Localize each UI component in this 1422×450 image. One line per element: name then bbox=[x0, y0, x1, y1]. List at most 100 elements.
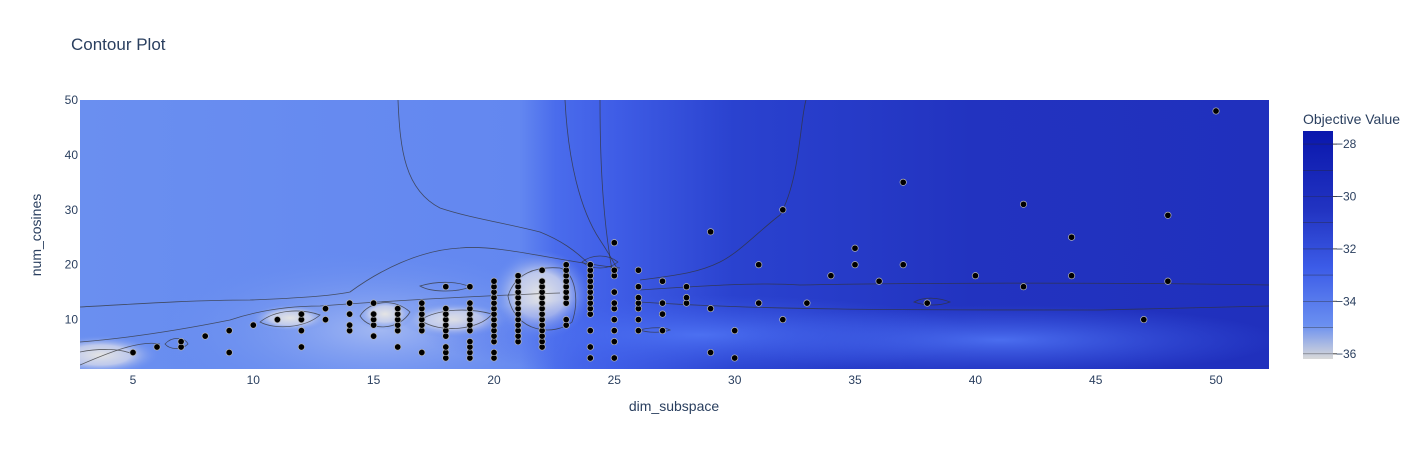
trial-point bbox=[346, 321, 354, 329]
trial-point bbox=[1164, 277, 1172, 285]
trial-point bbox=[827, 272, 835, 280]
contour-line bbox=[80, 349, 131, 354]
trial-point bbox=[971, 272, 979, 280]
contour-line bbox=[564, 100, 619, 271]
contour-line bbox=[259, 310, 321, 328]
trial-point bbox=[610, 354, 618, 362]
contour-line bbox=[599, 100, 613, 271]
x-axis-label: dim_subspace bbox=[629, 398, 719, 414]
trial-point bbox=[731, 354, 739, 362]
trial-point bbox=[586, 327, 594, 335]
trial-point bbox=[1068, 272, 1076, 280]
trial-point bbox=[658, 277, 667, 285]
x-tick-label: 35 bbox=[848, 373, 862, 387]
trial-point bbox=[682, 294, 691, 302]
y-tick-label: 10 bbox=[65, 313, 79, 327]
trial-point bbox=[899, 261, 907, 269]
x-tick-label: 50 bbox=[1209, 373, 1223, 387]
trial-point bbox=[755, 261, 763, 269]
y-tick-label: 30 bbox=[65, 203, 79, 217]
colorbar-tick-label: −36 bbox=[1336, 347, 1357, 361]
x-tick-label: 15 bbox=[367, 373, 381, 387]
trial-point bbox=[779, 316, 787, 324]
colorbar-level-lines bbox=[1303, 143, 1333, 355]
trial-point bbox=[658, 299, 667, 307]
trial-point bbox=[225, 348, 233, 357]
contour-line bbox=[639, 100, 807, 281]
trial-point bbox=[490, 277, 498, 285]
trial-point bbox=[1019, 283, 1028, 291]
plot-area bbox=[80, 100, 1269, 369]
trial-point bbox=[1068, 233, 1076, 241]
contour-line bbox=[639, 282, 1269, 291]
trial-point bbox=[562, 261, 570, 269]
trial-point bbox=[273, 316, 281, 324]
trial-point bbox=[466, 283, 474, 291]
trial-point bbox=[442, 283, 450, 291]
trial-point bbox=[634, 266, 642, 274]
colorbar: Objective Value −28 −30 −32 −34 −36 bbox=[1303, 111, 1400, 361]
trial-point bbox=[803, 299, 811, 307]
trial-point bbox=[370, 299, 378, 307]
trial-point bbox=[562, 316, 570, 324]
trial-point bbox=[851, 261, 859, 269]
trial-point bbox=[779, 206, 787, 214]
colorbar-title: Objective Value bbox=[1303, 111, 1400, 127]
contour-line bbox=[507, 267, 577, 331]
trial-point bbox=[514, 272, 522, 280]
trial-point bbox=[321, 305, 330, 313]
contour-line bbox=[80, 292, 561, 343]
trial-point bbox=[1019, 200, 1028, 208]
trial-point bbox=[923, 299, 931, 307]
trial-point bbox=[1140, 316, 1148, 324]
trial-point bbox=[586, 261, 594, 269]
trial-point bbox=[707, 348, 715, 357]
colorbar-gradient bbox=[1303, 131, 1333, 359]
x-tick-label: 45 bbox=[1089, 373, 1103, 387]
trial-point bbox=[129, 348, 137, 357]
y-axis: 10 20 30 40 50 bbox=[65, 93, 79, 327]
trial-point bbox=[490, 348, 498, 357]
trial-point bbox=[466, 338, 474, 346]
trial-point bbox=[610, 338, 618, 346]
trial-point bbox=[586, 343, 594, 351]
colorbar-tick-label: −30 bbox=[1336, 190, 1357, 204]
contour-line bbox=[639, 301, 1269, 311]
trial-point bbox=[466, 299, 474, 307]
trial-point bbox=[225, 327, 233, 335]
trial-point bbox=[346, 299, 354, 307]
y-axis-label: num_cosines bbox=[28, 194, 44, 277]
trial-point bbox=[442, 305, 450, 313]
x-tick-label: 30 bbox=[728, 373, 742, 387]
colorbar-tick-label: −28 bbox=[1336, 137, 1357, 151]
contour-line bbox=[80, 342, 161, 366]
trial-point bbox=[297, 327, 305, 335]
contour-line bbox=[397, 100, 591, 266]
trial-point bbox=[610, 288, 618, 296]
trial-point bbox=[899, 178, 907, 186]
trial-point bbox=[394, 343, 402, 351]
contour-line bbox=[164, 337, 189, 349]
x-axis: 5 10 15 20 25 30 35 40 45 50 bbox=[130, 373, 1223, 387]
trial-point bbox=[634, 316, 642, 324]
trial-point bbox=[370, 332, 378, 340]
trial-point bbox=[297, 343, 305, 351]
trial-point bbox=[177, 338, 185, 346]
y-tick-label: 20 bbox=[65, 258, 79, 272]
trial-point bbox=[586, 354, 594, 362]
trial-point bbox=[418, 299, 426, 307]
trial-point bbox=[153, 343, 161, 351]
y-tick-label: 40 bbox=[65, 148, 79, 162]
contour-shade bbox=[250, 304, 330, 332]
x-tick-label: 10 bbox=[247, 373, 261, 387]
trial-point bbox=[610, 266, 618, 274]
trial-point bbox=[321, 316, 330, 324]
trial-point bbox=[707, 228, 715, 236]
trial-point bbox=[682, 283, 691, 291]
contour-shade bbox=[80, 335, 160, 369]
x-tick-label: 40 bbox=[969, 373, 983, 387]
trial-point bbox=[658, 310, 667, 318]
trial-point bbox=[249, 321, 257, 329]
trial-point bbox=[418, 348, 426, 357]
